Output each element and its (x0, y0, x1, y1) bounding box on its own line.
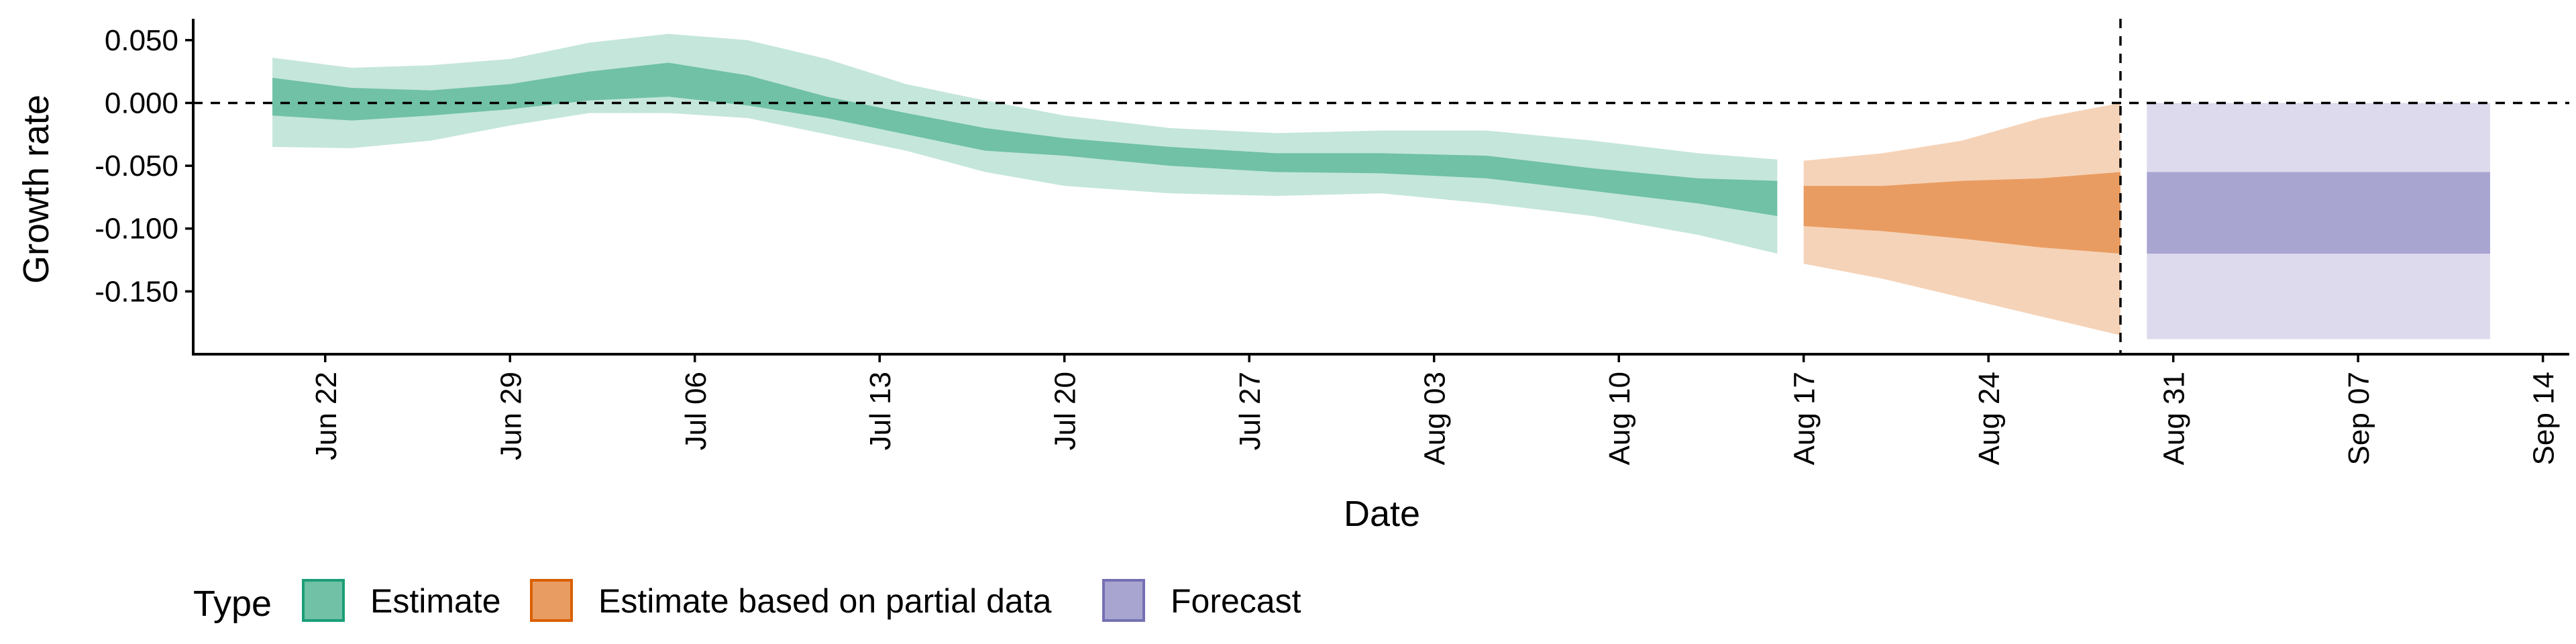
x-tick-label: Sep 14 (2528, 372, 2561, 465)
x-tick-label: Jul 13 (864, 372, 897, 450)
legend-key-estimate (302, 579, 345, 622)
legend: Type Estimate Estimate based on partial d… (193, 579, 1301, 624)
x-tick-label: Aug 17 (1788, 372, 1821, 465)
x-axis-ticks: Jun 22 Jun 29 Jul 06 Jul 13 Jul 20 Jul 27 Aug … (310, 354, 2561, 465)
legend-label-estimate-based-on-partial-data: Estimate based on partial data (598, 582, 1052, 620)
x-tick-label: Jun 29 (494, 372, 527, 460)
x-tick-label: Jul 20 (1049, 372, 1082, 450)
x-tick-label: Aug 24 (1973, 372, 2006, 465)
reference-lines (193, 19, 2569, 354)
x-tick-label: Aug 03 (1419, 372, 1452, 465)
x-tick-label: Aug 31 (2158, 372, 2191, 465)
forecast-50-band (2147, 172, 2490, 254)
y-tick-label: -0.050 (95, 150, 178, 182)
legend-key-estimate-based-on-partial-data (530, 579, 573, 622)
ribbon-layer (272, 34, 2490, 339)
y-axis-ticks: 0.050 0.000 -0.050 -0.100 -0.150 (95, 24, 193, 308)
y-tick-label: 0.000 (105, 87, 178, 119)
y-tick-label: -0.150 (95, 275, 178, 308)
x-tick-label: Aug 10 (1603, 372, 1636, 465)
y-axis-title: Growth rate (16, 95, 56, 284)
legend-title: Type (193, 584, 272, 624)
legend-label-forecast: Forecast (1171, 582, 1301, 620)
x-tick-label: Jun 22 (310, 372, 343, 460)
x-tick-label: Sep 07 (2343, 372, 2375, 465)
y-tick-label: -0.100 (95, 213, 178, 246)
x-axis-title: Date (1344, 494, 1420, 534)
estimate-50-band (272, 62, 1778, 217)
x-tick-label: Jul 06 (680, 372, 712, 450)
legend-key-forecast (1102, 579, 1145, 622)
y-tick-label: 0.050 (105, 24, 178, 57)
legend-label-estimate: Estimate (370, 582, 501, 620)
x-tick-label: Jul 27 (1234, 372, 1267, 450)
estimate-based-on-partial-data-50-band (1803, 172, 2121, 254)
